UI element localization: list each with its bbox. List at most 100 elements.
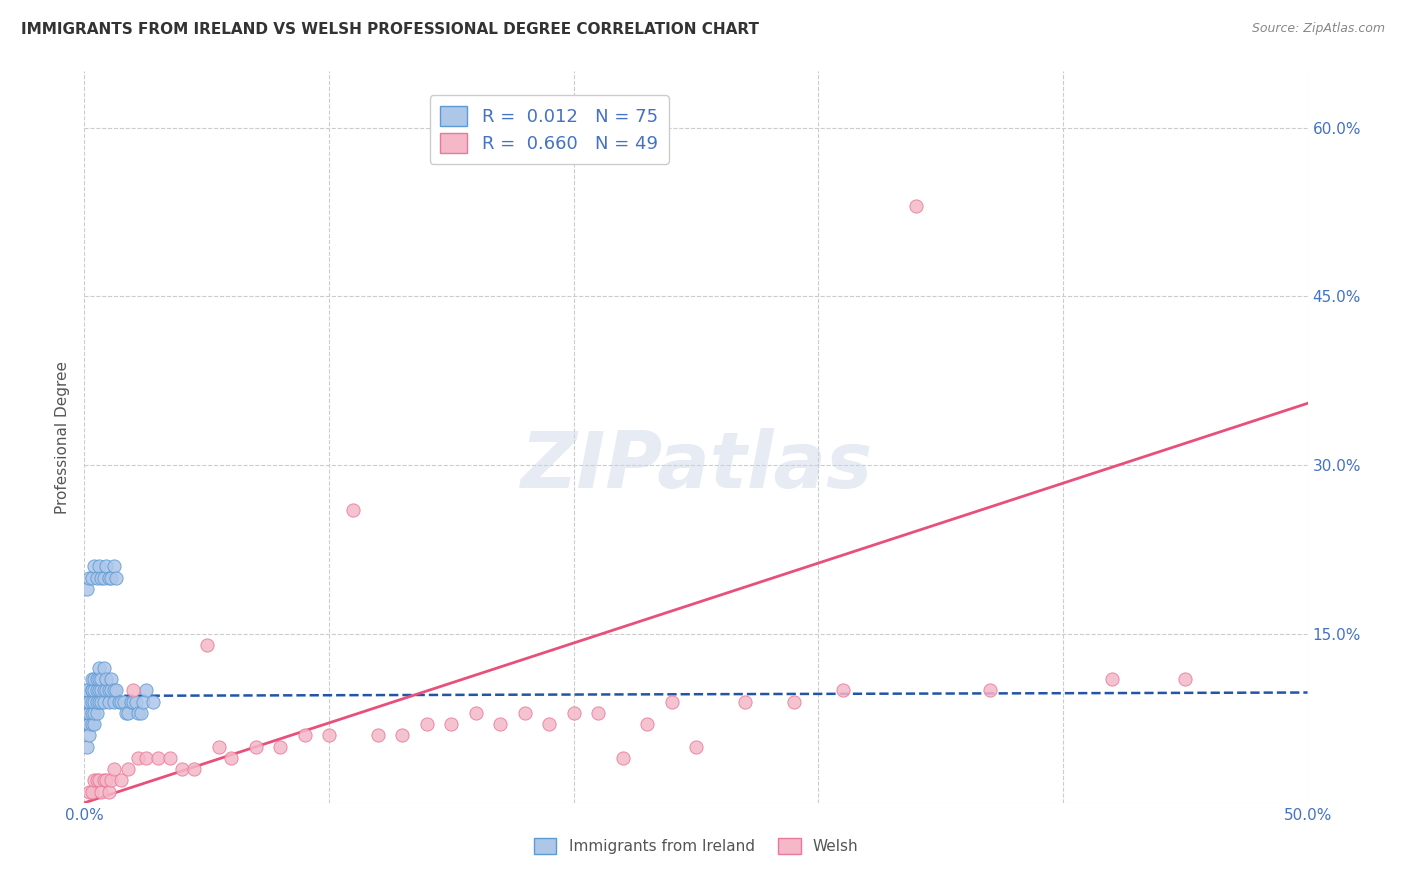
Point [83,773,105,788]
Point [183,762,205,776]
Point [80,694,103,708]
Point [105,683,128,698]
Point [112,694,135,708]
Point [96,672,118,686]
Point [87,661,110,675]
Point [90,784,112,798]
Point [97,694,120,708]
Point [86,694,108,708]
Point [208,739,231,754]
Point [76,706,98,720]
Point [416,717,439,731]
Point [562,706,585,720]
Point [783,694,806,708]
Point [77,784,100,798]
Point [90,683,112,698]
Point [80,672,103,686]
Point [367,728,389,742]
Point [93,773,115,788]
Point [90,672,112,686]
Point [979,683,1001,698]
Point [122,683,145,698]
Point [100,683,122,698]
Point [115,706,138,720]
Point [103,694,125,708]
Point [464,706,486,720]
Point [80,784,103,798]
Point [76,739,98,754]
Point [77,694,100,708]
Point [135,683,157,698]
Point [80,717,103,731]
Point [96,683,118,698]
Point [100,773,122,788]
Point [117,762,139,776]
Point [97,683,120,698]
Point [391,728,413,742]
Point [120,694,142,708]
Point [142,694,165,708]
Text: ZIPatlas: ZIPatlas [520,428,872,504]
Point [76,706,98,720]
Point [96,773,118,788]
Point [132,694,155,708]
Point [195,638,218,652]
Point [77,706,100,720]
Point [129,706,152,720]
Point [77,728,100,742]
Point [97,571,120,585]
Point [905,199,928,213]
Point [489,717,512,731]
Point [294,728,316,742]
Point [93,694,115,708]
Point [87,683,110,698]
Point [734,694,756,708]
Point [1101,672,1123,686]
Point [135,751,157,765]
Point [97,784,120,798]
Point [538,717,561,731]
Point [83,717,105,731]
Point [146,751,169,765]
Point [269,739,291,754]
Point [159,751,181,765]
Point [127,706,149,720]
Point [107,694,129,708]
Point [76,582,98,596]
Point [219,751,242,765]
Point [77,706,100,720]
Point [83,694,105,708]
Point [440,717,463,731]
Point [86,571,108,585]
Point [87,694,110,708]
Point [80,683,103,698]
Point [83,683,105,698]
Point [87,559,110,574]
Point [636,717,658,731]
Point [86,773,108,788]
Point [103,559,125,574]
Point [1174,672,1197,686]
Point [90,571,112,585]
Point [122,694,145,708]
Point [93,683,115,698]
Point [172,762,194,776]
Point [127,751,149,765]
Point [76,683,98,698]
Point [513,706,536,720]
Point [103,762,125,776]
Point [86,683,108,698]
Point [77,717,100,731]
Point [76,694,98,708]
Point [93,571,115,585]
Point [685,739,707,754]
Point [245,739,267,754]
Point [661,694,683,708]
Point [80,571,103,585]
Point [831,683,853,698]
Point [90,694,112,708]
Point [110,694,132,708]
Legend: Immigrants from Ireland, Welsh: Immigrants from Ireland, Welsh [527,832,865,861]
Point [100,672,122,686]
Point [76,683,98,698]
